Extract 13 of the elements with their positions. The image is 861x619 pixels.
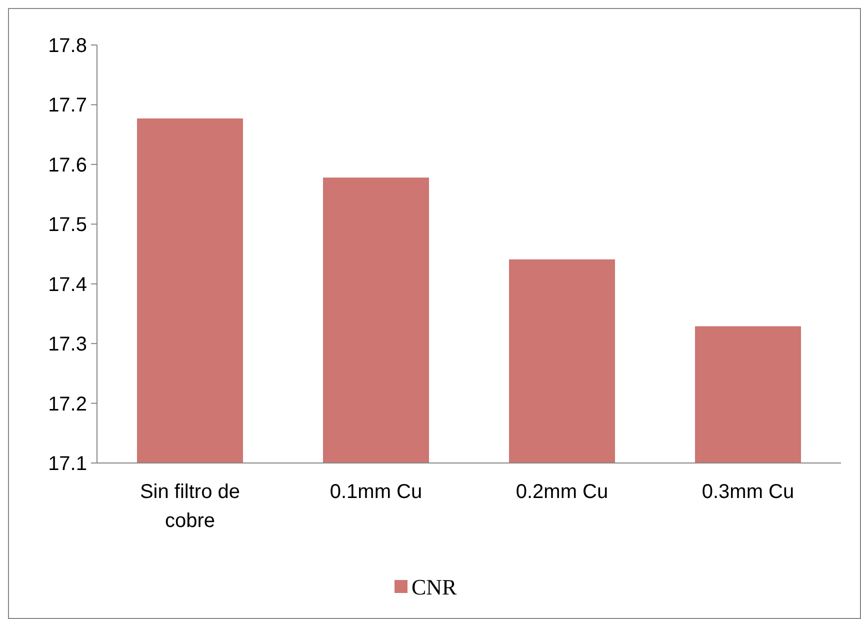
- x-tick-label: 0.1mm Cu: [330, 481, 422, 503]
- y-tick-label: 17.5: [48, 214, 87, 236]
- y-tick-label: 17.2: [48, 393, 87, 416]
- legend-label: CNR: [412, 574, 458, 600]
- y-tick-label: 17.7: [48, 94, 87, 117]
- x-tick-label: 0.3mm Cu: [702, 481, 794, 503]
- x-tick-label: 0.2mm Cu: [516, 481, 608, 503]
- y-tick-label: 17.1: [48, 453, 87, 475]
- y-tick-label: 17.3: [48, 334, 87, 356]
- y-tick-label: 17.4: [48, 274, 87, 296]
- x-tick-label: Sin filtro de cobre: [140, 481, 240, 532]
- y-tick-label: 17.8: [48, 35, 87, 57]
- y-tick-label: 17.6: [48, 154, 87, 176]
